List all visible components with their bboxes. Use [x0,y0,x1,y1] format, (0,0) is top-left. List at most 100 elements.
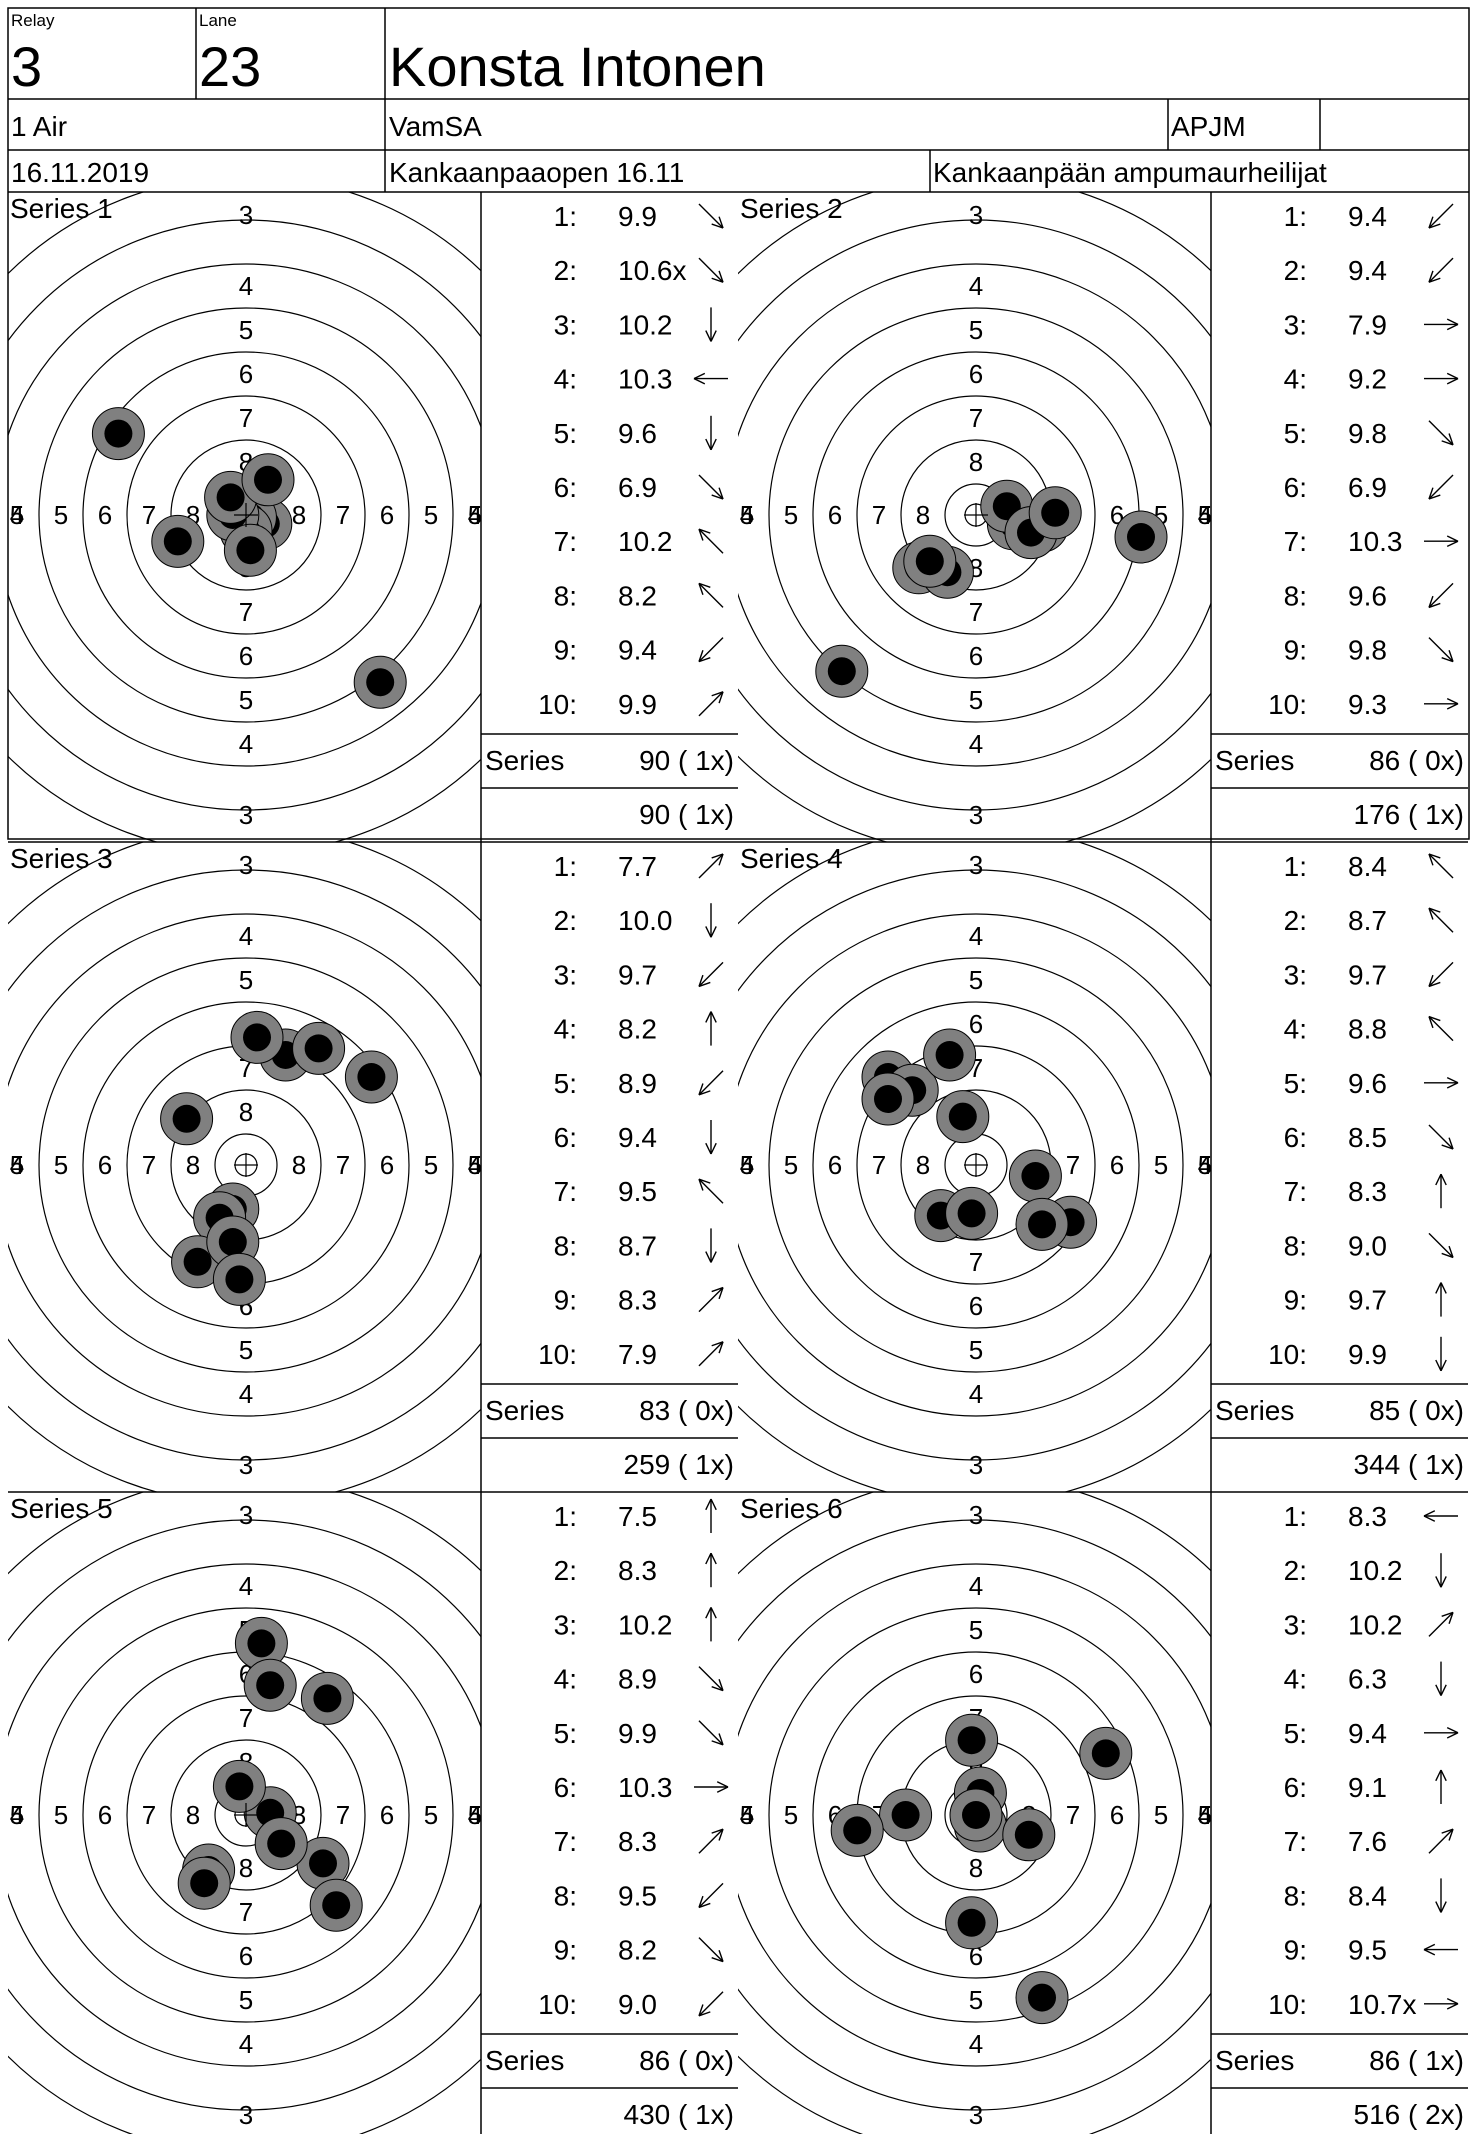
series-score: 90 ( 1x) [639,745,734,776]
target-ring [8,913,481,1417]
shot-score: 9.7 [618,959,657,990]
shot-score: 8.3 [618,1826,657,1857]
direction-arrow-icon [1424,535,1459,548]
direction-arrow-icon [1428,961,1454,988]
shot-center [874,1085,902,1113]
shot-score: 6.9 [618,472,657,503]
shot-center [322,1891,351,1920]
series-total-label: Series [485,745,564,776]
ring-number: 6 [969,1659,983,1689]
target-ring [126,395,366,635]
shot-number: 8: [1284,1230,1307,1261]
shot-number: 7: [554,526,577,557]
shot-number: 5: [554,418,577,449]
series-title: Series 4 [740,843,843,874]
ring-number: 7 [969,597,983,627]
shot-number: 2: [1284,255,1307,286]
ring-number: 8 [292,1150,306,1180]
shot-number: 9: [554,635,577,666]
shot-center [957,1908,986,1937]
direction-arrow-icon [1435,1173,1447,1209]
direction-arrow-icon [698,203,724,229]
shot-score: 7.7 [618,851,657,882]
direction-arrow-icon [698,582,724,608]
ring-number: 5 [10,1800,24,1830]
ring-number: 4 [969,729,983,759]
relay-value: 3 [11,35,42,98]
ring-number: 6 [98,500,112,530]
target-ring [812,1001,1140,1329]
shot-score: 8.5 [1348,1122,1387,1153]
shot-score: 10.2 [618,309,673,340]
shot-score: 7.9 [1348,309,1387,340]
ring-number: 5 [969,1985,983,2015]
ring-number: 5 [969,965,983,995]
shot-center [243,1023,271,1052]
series-score: 86 ( 0x) [1369,745,1464,776]
shot-number: 6: [1284,1122,1307,1153]
ring-number: 3 [969,200,983,230]
direction-arrow-icon [1428,1015,1454,1042]
shot-score: 10.2 [618,526,673,557]
ring-number: 6 [380,1150,394,1180]
ring-number: 7 [872,500,886,530]
shot-number: 3: [554,1609,577,1640]
shot-score: 10.0 [618,905,673,936]
shot-number: 5: [1284,418,1307,449]
shot-center [366,668,395,697]
shot-center [1028,1210,1056,1239]
ring-number: 4 [10,1150,24,1180]
direction-arrow-icon [698,528,724,554]
ring-number: 5 [969,1335,983,1365]
direction-arrow-icon [705,1498,717,1533]
ring-number: 3 [239,1450,253,1480]
series-panel: 444455556666777788883355Series 11:9.92:1… [8,192,738,843]
ring-number: 8 [186,1800,200,1830]
shot-number: 6: [1284,1772,1307,1803]
shot-number: 10: [538,1989,577,2020]
ring-number: 6 [239,1941,253,1971]
shot-center [218,1228,247,1256]
ring-number: 5 [424,1150,438,1180]
shot-number: 2: [554,255,577,286]
shot-score: 10.7x [1348,1989,1417,2020]
lane-label: Lane [199,11,237,30]
shot-center [267,1829,296,1858]
target-ring [812,1651,1140,1979]
shot-number: 4: [1284,1664,1307,1695]
shot-number: 9: [1284,1935,1307,1966]
shot-number: 9: [554,1285,577,1316]
direction-arrow-icon [1424,1997,1459,2010]
shot-score: 6.9 [1348,472,1387,503]
ring-number: 4 [969,271,983,301]
ring-number: 8 [969,447,983,477]
target-ring [8,1519,481,2111]
shot-number: 4: [554,1664,577,1695]
ring-number: 7 [336,500,350,530]
series-total-label: Series [1215,1395,1294,1426]
shot-center [957,1199,986,1228]
shot-number: 3: [1284,309,1307,340]
direction-arrow-icon [705,1011,717,1046]
shot-center [1041,498,1070,527]
shot-center [225,1265,254,1294]
shot-number: 9: [1284,1285,1307,1316]
direction-arrow-icon [698,1341,724,1367]
ring-number: 5 [54,1150,68,1180]
ring-number: 5 [740,1800,754,1830]
target-ring [738,1519,1211,2111]
shot-number: 1: [1284,1501,1307,1532]
shot-center [915,547,944,576]
ring-number: 4 [239,1571,253,1601]
series-panel: 444455556666777788883355Series 51:7.52:8… [8,1492,738,2134]
ring-number: 8 [916,1150,930,1180]
direction-arrow-icon [698,1666,724,1692]
target-ring [768,1607,1184,2023]
target-ring [738,263,1211,767]
direction-arrow-icon [1435,1769,1447,1804]
target-face: 444455556666777788883355 [8,842,481,1492]
direction-arrow-icon [1428,474,1454,500]
club-name: VamSA [389,111,482,142]
ring-number: 6 [969,1291,983,1321]
